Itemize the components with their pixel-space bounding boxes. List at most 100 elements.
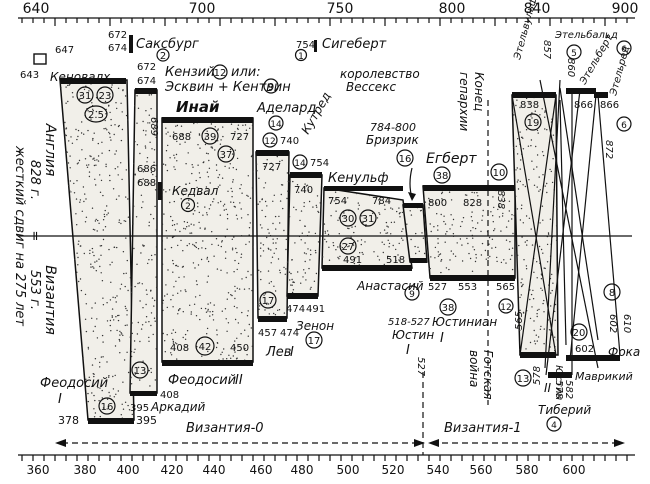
mavriky-num: 20 — [573, 328, 586, 339]
adelard-label: Аделард — [256, 101, 316, 116]
t-857: 857 — [541, 40, 552, 60]
t-565: 565 — [496, 282, 515, 293]
justin2-roman: II — [544, 381, 552, 395]
reign-bars — [33, 35, 620, 424]
lev-num: 17 — [262, 296, 275, 307]
t-578b: 578 — [553, 380, 564, 399]
zenon-num: 17 — [308, 336, 321, 347]
t-491: 491 — [306, 304, 325, 315]
top-tick-840: 840 — [524, 1, 551, 17]
kenwalkh-label: Кеновалх — [50, 70, 111, 84]
t-578: 578 — [532, 366, 543, 385]
arkady-label: Аркадий — [150, 400, 206, 414]
t-602b: 602 — [607, 314, 618, 333]
ethelwulf-num: 19 — [527, 118, 540, 129]
t-610: 610 — [621, 314, 632, 333]
top-tick-700: 700 — [189, 1, 216, 17]
t-457: 457 — [258, 328, 277, 339]
anastasy-num: 27 — [342, 242, 355, 253]
sakhsburg-label: Саксбург — [136, 37, 199, 52]
justin-roman: I — [406, 343, 410, 358]
t-674b: 674 — [137, 76, 156, 87]
sigebert-label: Сигеберт — [322, 37, 387, 52]
feodosy1-num: 16 — [101, 402, 114, 413]
kenzy-num: 12 — [214, 68, 227, 79]
ethelred-num: 6 — [621, 121, 627, 131]
t-838: 838 — [520, 100, 539, 111]
feodosy1-label: Феодосий — [40, 376, 108, 391]
t-740b: 740 — [294, 185, 313, 196]
bottom-tick-600: 600 — [563, 463, 586, 477]
t-408b: 408 — [170, 343, 189, 354]
bottom-axis: 360 380 400 420 440 460 480 500 520 540 … — [18, 454, 635, 477]
foka-label: Фока — [608, 345, 640, 359]
lev-label: Лев — [265, 345, 291, 360]
t-450: 450 — [230, 343, 249, 354]
t-474b: 474 — [286, 304, 305, 315]
t-686: 686 — [137, 164, 156, 175]
sigebert-num: 1 — [298, 52, 304, 62]
brizrik-years: 784-800 — [370, 121, 416, 134]
t-395b: 395 — [130, 403, 149, 414]
end-heptarchy-2: гепархии — [457, 72, 471, 131]
egbert-y1: 800 — [428, 198, 447, 209]
justinian-num2: 12 — [500, 303, 511, 313]
byzantium-label: Византия — [42, 265, 58, 335]
ethelwulf-label: Этельвульф — [512, 0, 540, 62]
ethelred-label: Этельред — [608, 45, 632, 98]
kedval-num: 2 — [185, 202, 191, 212]
kenulf-y1: 754 — [328, 196, 347, 207]
inai-a: 39 — [204, 132, 217, 143]
eskvin-label: Эсквин + Кентвин — [164, 80, 291, 95]
side-labels: Англия Византия жесткий сдвиг на 275 лет… — [12, 123, 58, 335]
sakhsburg-num: 2 — [160, 51, 166, 62]
feodosy2-num: 42 — [199, 342, 212, 353]
t-754: 754 — [310, 158, 329, 169]
t-602: 602 — [575, 344, 594, 355]
brizrik-num: 16 — [399, 154, 412, 165]
tiberius-num: 4 — [551, 421, 557, 431]
justin2-label: Юстин — [553, 365, 564, 401]
t-565b: 565 — [514, 311, 525, 330]
t-553: 553 — [458, 282, 477, 293]
adelard-num: 14 — [270, 120, 282, 130]
end-heptarchy-1: Конец — [472, 72, 486, 111]
t-866: 866 — [574, 100, 593, 111]
arkady-num: 13 — [134, 366, 147, 377]
bottom-tick-440: 440 — [203, 463, 226, 477]
cross-lines — [511, 79, 621, 376]
t-395: 395 — [136, 414, 157, 427]
t-689: 689 — [148, 117, 159, 136]
bottom-tick-540: 540 — [427, 463, 450, 477]
justinian-roman: I — [440, 331, 444, 346]
t-647: 647 — [55, 45, 74, 56]
bottom-tick-380: 380 — [74, 463, 97, 477]
kenulf-a: 30 — [342, 214, 355, 225]
egbert-num2: 10 — [493, 168, 506, 179]
ethelbert-num: 6 — [621, 45, 627, 55]
kuthred-num1: 12 — [264, 137, 275, 147]
kuthred-num2: 14 — [294, 159, 306, 169]
t-527c: 527 — [415, 357, 426, 377]
bottom-tick-360: 360 — [27, 463, 50, 477]
justin2-num: 13 — [517, 374, 530, 385]
top-tick-750: 750 — [327, 1, 354, 17]
kenulf-y2: 784 — [372, 196, 391, 207]
kedval-label: Кедвал — [172, 184, 219, 198]
kenzy-or: или: — [231, 65, 261, 80]
kenulf-b: 31 — [362, 214, 375, 225]
t-872: 872 — [603, 140, 614, 159]
top-axis: 640 700 750 800 840 900 — [18, 1, 638, 26]
bottom-tick-500: 500 — [337, 463, 360, 477]
t-582: 582 — [563, 380, 574, 399]
stipple-dots — [60, 79, 559, 419]
top-tick-800: 800 — [439, 1, 466, 17]
egbert-y3: 838 — [495, 190, 506, 209]
anastasy-label: Анастасий — [356, 279, 424, 293]
t-688: 688 — [137, 178, 156, 189]
brizrik-label: Бризрик — [366, 133, 419, 147]
kenwalkh-a: 31 — [79, 91, 92, 102]
sync-eq: = — [27, 231, 42, 242]
inai-b: 37 — [220, 150, 233, 161]
gothic-2: война — [467, 350, 481, 387]
